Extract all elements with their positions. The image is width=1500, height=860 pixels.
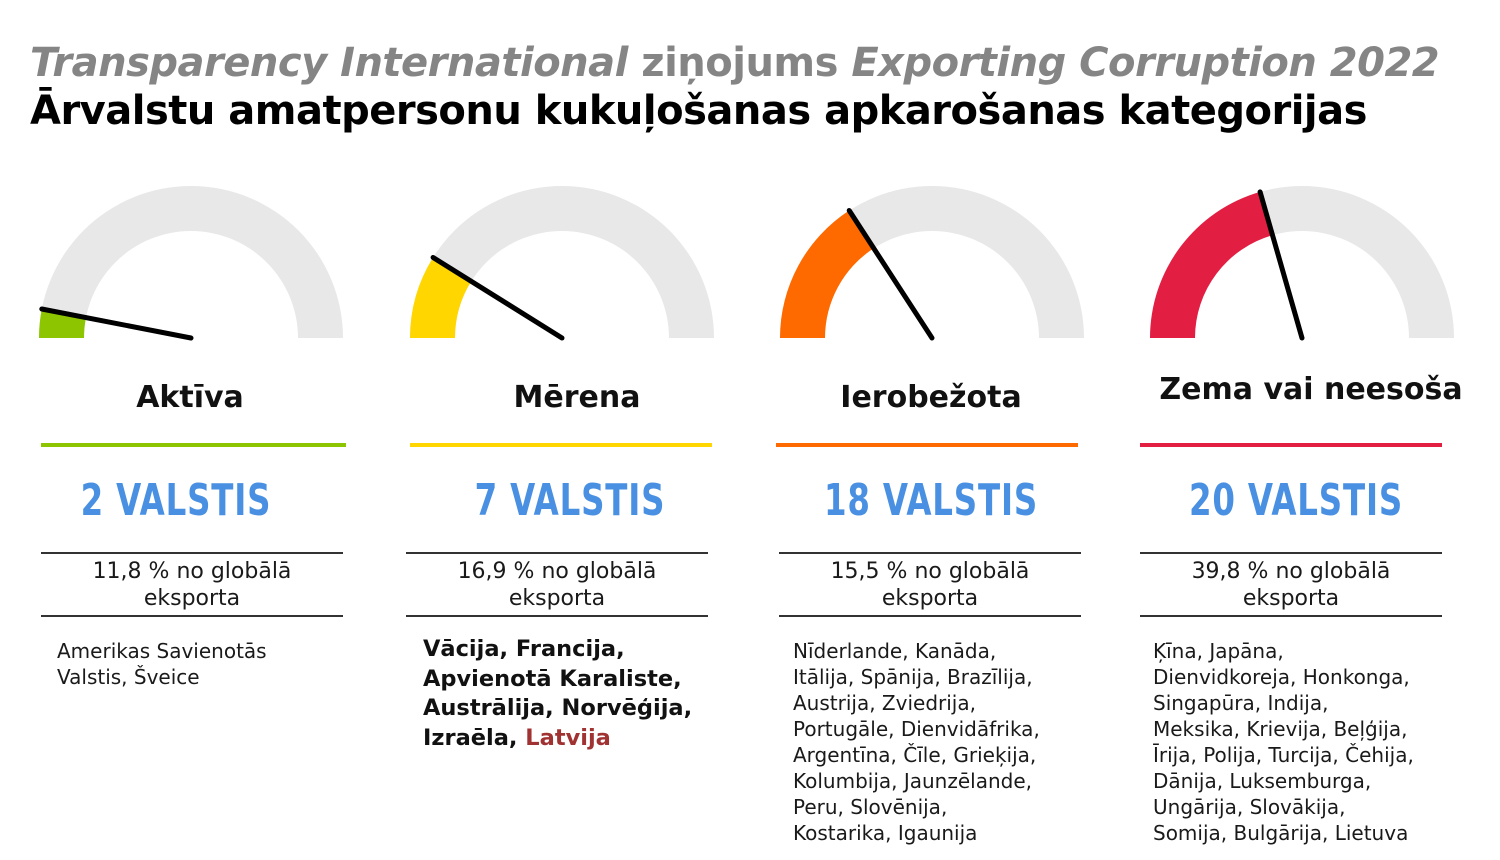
- divider: [406, 615, 708, 617]
- export-share-line1: 39,8 % no globālā: [1191, 559, 1391, 584]
- export-share-line2: eksporta: [1242, 586, 1340, 611]
- gauge-track: [410, 186, 714, 338]
- category-label: Ierobežota: [840, 380, 1022, 415]
- gauge-chart: [780, 186, 1084, 341]
- report-title: Transparency International ziņojums Expo…: [30, 40, 1440, 86]
- category-label: Mērena: [513, 380, 641, 415]
- gauge-chart: [39, 186, 343, 341]
- gauge-chart: [410, 186, 714, 341]
- gauge-fill: [1150, 191, 1273, 338]
- country-list: Ķīna, Japāna, Dienvidkoreja, Honkonga, S…: [1153, 639, 1414, 845]
- divider: [1140, 552, 1442, 554]
- divider: [1140, 615, 1442, 617]
- divider: [406, 552, 708, 554]
- country-list: Amerikas Savienotās Valstis, Šveice: [57, 639, 267, 689]
- gauge-fill: [410, 257, 472, 338]
- divider: [41, 552, 343, 554]
- title-report: Exporting Corruption 2022: [851, 40, 1440, 86]
- export-share: 16,9 % no globālā eksporta: [406, 558, 708, 612]
- accent-divider: [41, 443, 346, 447]
- divider: [779, 552, 1081, 554]
- export-share: 11,8 % no globālā eksporta: [41, 558, 343, 612]
- divider: [779, 615, 1081, 617]
- country-list-text: Vācija, Francija, Apvienotā Karaliste, A…: [423, 636, 693, 751]
- category-panel-moderate: Mērena 7 VALSTIS 16,9 % no globālā ekspor…: [381, 180, 741, 860]
- gauge-needle-icon: [430, 254, 565, 341]
- export-share-line2: eksporta: [143, 586, 241, 611]
- country-list: Nīderlande, Kanāda, Itālija, Spānija, Br…: [793, 639, 1040, 845]
- country-count: 7 VALSTIS: [474, 475, 666, 526]
- export-share: 39,8 % no globālā eksporta: [1140, 558, 1442, 612]
- page-subtitle: Ārvalstu amatpersonu kukuļošanas apkaroš…: [30, 88, 1367, 134]
- accent-divider: [776, 443, 1078, 447]
- gauge-chart: [1150, 186, 1454, 341]
- category-label: Aktīva: [136, 380, 244, 415]
- country-count: 20 VALSTIS: [1188, 475, 1404, 526]
- gauge-fill: [780, 210, 874, 338]
- accent-divider: [410, 443, 712, 447]
- accent-divider: [1140, 443, 1442, 447]
- export-share: 15,5 % no globālā eksporta: [779, 558, 1081, 612]
- gauge-needle-icon: [846, 208, 935, 341]
- category-label: Zema vai neesoša: [1159, 372, 1463, 407]
- highlighted-country: Latvija: [525, 724, 611, 751]
- country-count: 18 VALSTIS: [823, 475, 1039, 526]
- gauge-needle-icon: [1257, 189, 1305, 341]
- title-org: Transparency International: [30, 40, 628, 86]
- title-mid: ziņojums: [627, 40, 852, 86]
- export-share-line1: 15,5 % no globālā: [830, 559, 1030, 584]
- country-list: Vācija, Francija, Apvienotā Karaliste, A…: [423, 635, 692, 753]
- category-panel-low-or-none: Zema vai neesoša 20 VALSTIS 39,8 % no gl…: [1121, 180, 1481, 860]
- category-panel-active: Aktīva 2 VALSTIS 11,8 % no globālā ekspor…: [10, 180, 370, 860]
- category-panel-limited: Ierobežota 18 VALSTIS 15,5 % no globālā e…: [751, 180, 1111, 860]
- gauge-track: [39, 186, 343, 338]
- country-count: 2 VALSTIS: [80, 475, 272, 526]
- export-share-line1: 16,9 % no globālā: [457, 559, 657, 584]
- export-share-line2: eksporta: [508, 586, 606, 611]
- export-share-line2: eksporta: [881, 586, 979, 611]
- divider: [41, 615, 343, 617]
- gauge-needle-icon: [39, 306, 194, 341]
- export-share-line1: 11,8 % no globālā: [92, 559, 292, 584]
